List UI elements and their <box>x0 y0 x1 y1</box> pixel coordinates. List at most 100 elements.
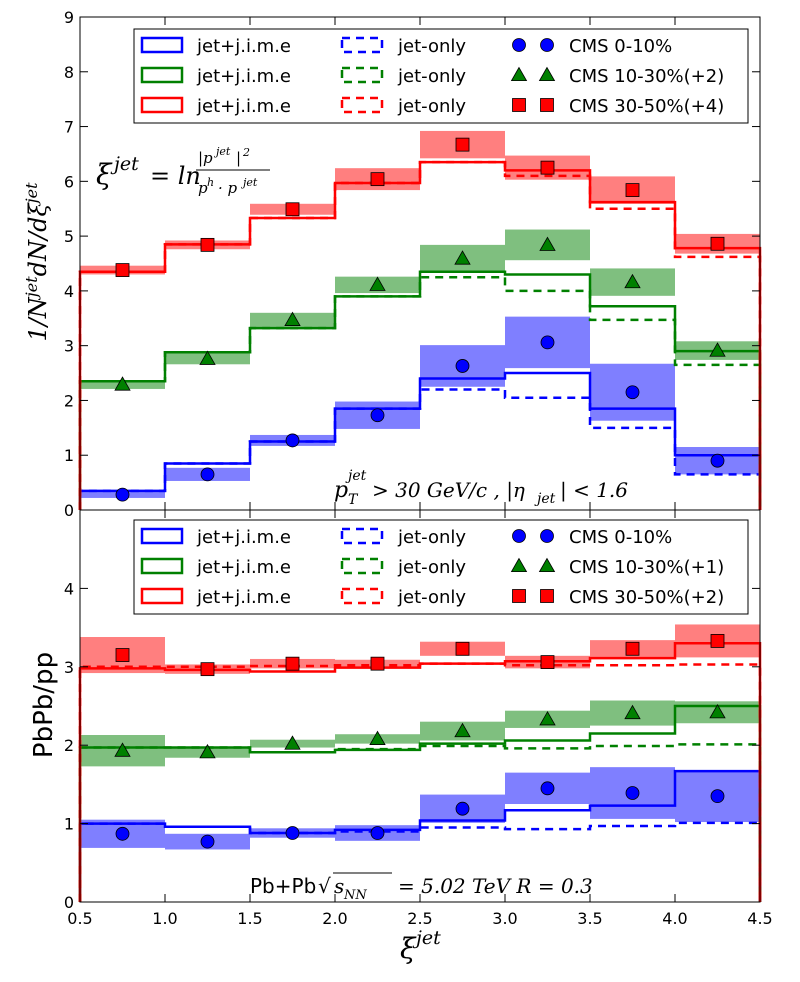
svg-text:ξ: ξ <box>400 932 417 965</box>
y-tick-label: 4 <box>64 579 74 598</box>
x-axis-label: ξ jet <box>400 927 441 965</box>
top-cut-label: p T jet > 30 GeV/c , |η jet | < 1.6 <box>334 468 628 508</box>
svg-text:s: s <box>334 874 344 898</box>
y-tick-label: 0 <box>64 501 74 520</box>
legend-solid-swatch <box>140 527 184 545</box>
cms-point-circle <box>710 453 725 468</box>
svg-text:NN: NN <box>343 888 367 903</box>
jime-line <box>78 270 762 510</box>
cms-point-circle <box>625 385 640 400</box>
bottom-ticks: 0 1 2 3 4 0.5 1.0 1.5 2.0 2.5 3.0 3.5 4.0 4.5 <box>64 510 773 928</box>
svg-text:|: | <box>236 149 241 167</box>
legend-solid-swatch <box>140 96 184 114</box>
legend-label-jet-only: jet-only <box>397 66 466 87</box>
legend-label-cms: CMS 30-50%(+4) <box>569 96 724 117</box>
legend-marker-square <box>540 98 554 112</box>
cms-point-circle <box>200 834 215 849</box>
svg-text:√: √ <box>318 874 331 898</box>
jime-line <box>78 160 762 510</box>
x-tick-label: 1.0 <box>152 909 177 928</box>
legend-label-cms: CMS 0-10% <box>569 527 672 548</box>
legend-label-jet-only: jet-only <box>397 527 466 548</box>
legend-marker-square <box>512 98 526 112</box>
svg-text:jet: jet <box>240 176 258 189</box>
legend-marker-square <box>540 589 554 603</box>
cms-point-circle <box>115 826 130 841</box>
cms-point-triangle <box>284 735 301 750</box>
legend-label-cms: CMS 0-10% <box>569 36 672 57</box>
jime-line <box>78 642 762 902</box>
y-tick-label: 3 <box>64 658 74 677</box>
x-tick-label: 2.5 <box>407 909 432 928</box>
legend-marker-square <box>512 589 526 603</box>
jet-only-line <box>78 821 762 902</box>
legend-label-jet-only: jet-only <box>397 557 466 578</box>
legend-dashed-swatch <box>340 66 384 84</box>
svg-text:T: T <box>348 492 359 508</box>
legend-marker-triangle <box>538 557 556 573</box>
cms-point-square <box>710 634 725 648</box>
cms-point-triangle <box>369 730 386 745</box>
y-tick-label: 6 <box>64 172 74 191</box>
legend-label-cms: CMS 30-50%(+2) <box>569 587 724 608</box>
legend-marker-circle <box>512 38 526 52</box>
x-tick-label: 1.5 <box>237 909 262 928</box>
legend-label-cms: CMS 10-30%(+1) <box>569 557 724 578</box>
legend-solid-swatch <box>140 36 184 54</box>
top-formula: ξ jet = ln |p jet | 2 p h · p jet <box>96 145 270 197</box>
cms-point-circle <box>455 801 470 816</box>
cms-point-square <box>285 202 300 217</box>
legend-label-jet-only: jet-only <box>397 96 466 117</box>
svg-text:Pb+Pb: Pb+Pb <box>250 874 316 898</box>
legend-dashed-swatch <box>340 96 384 114</box>
cms-point-triangle <box>624 273 641 289</box>
svg-text:jet: jet <box>345 468 367 484</box>
cms-point-triangle <box>539 711 556 726</box>
cms-point-circle <box>370 826 385 840</box>
jime-line <box>78 704 762 902</box>
svg-text:> 30 GeV/c , |η: > 30 GeV/c , |η <box>372 478 525 503</box>
svg-text:· p: · p <box>218 179 238 197</box>
cms-point-circle <box>455 359 470 373</box>
legend-label-cms: CMS 10-30%(+2) <box>569 66 724 87</box>
legend-marker-circle <box>540 529 554 543</box>
svg-text:jet: jet <box>412 927 441 949</box>
formula-equals: = ln <box>150 162 201 190</box>
svg-text:= 5.02 TeV R = 0.3: = 5.02 TeV R = 0.3 <box>398 874 593 898</box>
x-tick-label: 3.0 <box>492 909 517 928</box>
cms-point-triangle <box>114 376 131 391</box>
cms-point-square <box>200 237 215 252</box>
svg-text:jet: jet <box>213 145 231 158</box>
cms-point-circle <box>285 826 300 840</box>
x-tick-label: 4.5 <box>747 909 772 928</box>
cms-point-square <box>200 662 215 677</box>
cms-point-square <box>455 641 470 656</box>
legend-dashed-swatch <box>340 36 384 54</box>
legend-marker-triangle <box>510 66 528 82</box>
legend-dashed-swatch <box>340 557 384 575</box>
legend-label-jime: jet+j.i.m.e <box>196 66 291 87</box>
cms-point-triangle <box>454 250 471 265</box>
svg-text:p: p <box>198 179 208 197</box>
cms-point-square <box>625 183 640 197</box>
cms-point-square <box>115 648 130 662</box>
legend-marker-circle <box>512 529 526 543</box>
bottom-system-label: Pb+Pb √ s NN = 5.02 TeV R = 0.3 <box>250 872 593 903</box>
y-tick-label: 8 <box>64 63 74 82</box>
top-plot-area <box>78 130 762 510</box>
cms-point-triangle <box>199 350 216 365</box>
legend-marker-triangle <box>538 66 556 82</box>
legend-solid-swatch <box>140 66 184 84</box>
y-tick-label: 4 <box>64 282 74 301</box>
legend-label-jime: jet+j.i.m.e <box>196 527 291 548</box>
x-tick-label: 0.5 <box>67 909 92 928</box>
cms-point-triangle <box>454 722 471 738</box>
legend-label-jet-only: jet-only <box>397 36 466 57</box>
svg-text:2: 2 <box>242 146 250 159</box>
cms-point-circle <box>370 408 385 423</box>
cms-point-square <box>370 656 385 671</box>
legend-label-jime: jet+j.i.m.e <box>196 36 291 57</box>
cms-point-circle <box>710 789 725 804</box>
jime-line <box>78 769 762 902</box>
